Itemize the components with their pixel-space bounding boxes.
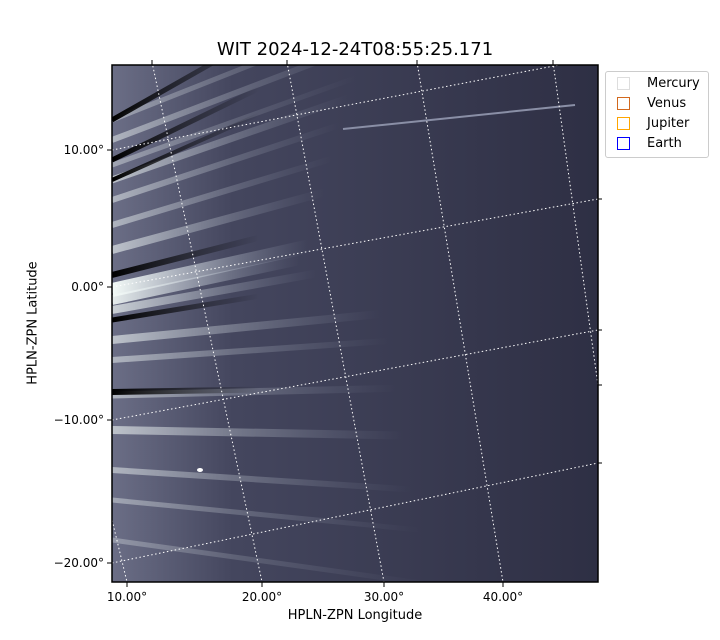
- x-tick-label: 40.00°: [483, 590, 523, 604]
- legend-label: Earth: [647, 135, 682, 151]
- x-tick-label: 20.00°: [242, 590, 282, 604]
- corona-streak: [112, 497, 421, 533]
- corona-streak: [112, 255, 302, 305]
- x-tick-label: 10.00°: [107, 590, 147, 604]
- corona-streak: [112, 94, 350, 184]
- legend-item-venus: Venus: [617, 94, 686, 112]
- grid-line: [112, 517, 128, 582]
- corona-streak: [112, 269, 317, 314]
- grid-line: [287, 65, 385, 582]
- corona-streak: [112, 75, 357, 168]
- legend-label: Mercury: [647, 75, 700, 91]
- legend-label: Venus: [647, 95, 687, 111]
- grid-line: [112, 462, 598, 564]
- x-tick-label: 30.00°: [364, 590, 404, 604]
- x-axis-label: HPLN-ZPN Longitude: [287, 608, 423, 623]
- corona-streak: [112, 310, 381, 344]
- bright-spot: [197, 468, 203, 472]
- grid-line: [112, 65, 562, 151]
- legend-item-jupiter: Jupiter: [617, 114, 689, 132]
- dark-streak: [112, 386, 261, 395]
- legend-swatch: [617, 76, 630, 90]
- grid-line: [152, 65, 263, 582]
- legend-swatch: [617, 116, 630, 130]
- dark-streak: [112, 112, 261, 182]
- chart-title: WIT 2024-12-24T08:55:25.171: [216, 39, 494, 60]
- legend-item-mercury: Mercury: [617, 74, 700, 92]
- legend-swatch: [617, 96, 630, 110]
- corona-streak: [112, 65, 318, 143]
- legend-item-earth: Earth: [617, 134, 682, 152]
- y-tick-label: 10.00°: [64, 143, 104, 157]
- solar-image: [112, 65, 598, 582]
- corona-streak: [112, 188, 326, 254]
- dark-streak: [112, 85, 262, 163]
- y-tick-label: −10.00°: [54, 413, 104, 427]
- corona-streak: [112, 155, 333, 228]
- corona-streak: [112, 122, 341, 203]
- dark-streak: [112, 65, 214, 123]
- y-tick-label: 0.00°: [71, 280, 104, 294]
- dark-streak: [112, 293, 261, 323]
- plot-frame: [111, 64, 599, 583]
- corona-streak: [112, 65, 258, 123]
- y-tick-label: −20.00°: [54, 556, 104, 570]
- streak-trail: [342, 104, 576, 130]
- corona-streak: [112, 467, 413, 493]
- y-axis-label: HPLN-ZPN Latitude: [25, 261, 41, 385]
- corona-streak: [112, 537, 429, 582]
- legend: Mercury Venus Jupiter Earth: [605, 71, 709, 158]
- corona-streak: [112, 239, 310, 297]
- corona-streak: [112, 338, 389, 363]
- legend-label: Jupiter: [647, 115, 690, 131]
- dark-streak: [112, 234, 261, 278]
- corona-streak: [112, 426, 405, 440]
- legend-swatch: [617, 136, 630, 150]
